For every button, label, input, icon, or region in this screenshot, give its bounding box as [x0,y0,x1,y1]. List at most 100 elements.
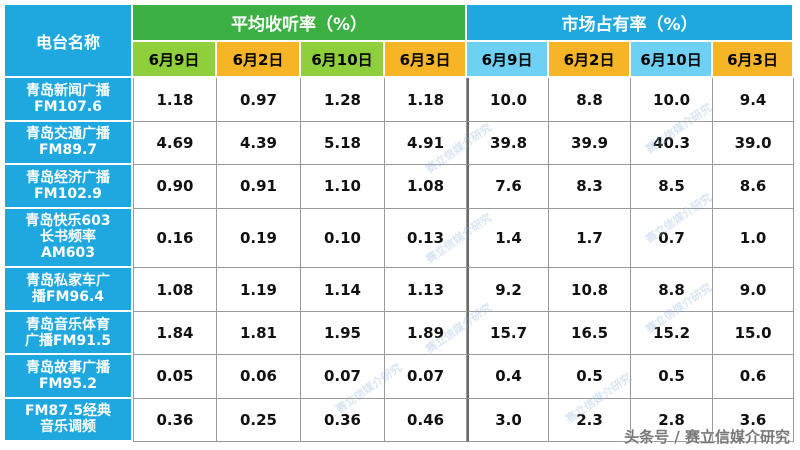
station-name-cell: 青岛私家车广 播FM96.4 [5,268,133,312]
station-name-line: 播FM96.4 [31,289,105,306]
market-share-cell: 15.2 [631,311,714,356]
market-share-cell: 0.5 [549,355,632,399]
avg-rating-cell: 1.19 [217,268,301,312]
market-share-cell: 8.8 [631,268,714,312]
market-share-cell: 1.0 [713,208,795,269]
avg-rating-cell: 1.84 [133,311,217,356]
station-name-cell: FM87.5经典 音乐调频 [5,398,133,442]
market-share-group-header: 市场占有率（%） [467,5,795,43]
avg-rating-cell: 1.18 [133,78,217,122]
market-share-cell: 40.3 [631,121,714,166]
station-name-line: AM603 [41,245,95,262]
station-name-line: 广播FM91.5 [24,332,112,349]
station-name-line: 青岛新闻广播 [26,83,110,100]
avg-rating-cell: 1.95 [301,311,385,356]
market-share-cell: 3.6 [713,398,795,442]
avg-rating-cell: 0.97 [217,78,301,122]
station-name-line: 青岛交通广播 [26,126,110,143]
market-share-cell: 0.5 [631,355,714,399]
market-share-cell: 39.0 [713,121,795,166]
market-share-cell: 10.0 [631,78,714,122]
avg-rating-cell: 1.28 [301,78,385,122]
station-name-cell: 青岛新闻广播 FM107.6 [5,78,133,122]
share-date-header: 6月9日 [467,42,550,79]
avg-rating-cell: 1.18 [385,78,468,122]
market-share-cell: 0.4 [467,355,550,399]
market-share-cell: 2.3 [549,398,632,442]
ratings-table: 电台名称 平均收听率（%） 市场占有率（%） 6月9日 6月2日 6月10日 6… [5,5,795,442]
market-share-cell: 15.7 [467,311,550,356]
avg-date-header: 6月9日 [133,42,217,79]
share-date-header: 6月2日 [549,42,632,79]
station-name-line: 音乐调频 [40,419,96,436]
station-name-line: FM87.5经典 [24,403,112,420]
avg-date-header: 6月10日 [301,42,385,79]
station-name-line: 青岛私家车广 [26,273,110,290]
market-share-cell: 0.7 [631,208,714,269]
station-name-cell: 青岛故事广播 FM95.2 [5,355,133,399]
station-name-line: 青岛快乐603 [25,213,111,230]
market-share-cell: 9.4 [713,78,795,122]
avg-rating-cell: 1.81 [217,311,301,356]
avg-rating-cell: 0.07 [301,355,385,399]
avg-rating-cell: 0.25 [217,398,301,442]
avg-rating-cell: 1.08 [385,165,468,209]
avg-rating-cell: 0.19 [217,208,301,269]
market-share-cell: 8.5 [631,165,714,209]
market-share-cell: 8.3 [549,165,632,209]
table-row: FM87.5经典 音乐调频 0.36 0.25 0.36 0.46 3.0 2.3 2.8 3.6 [5,398,795,442]
market-share-cell: 9.2 [467,268,550,312]
station-name-cell: 青岛快乐603 长书频率 AM603 [5,208,133,269]
table-row: 青岛音乐体育 广播FM91.5 1.84 1.81 1.95 1.89 15.7 16.5 15… [5,311,795,356]
station-name-cell: 青岛音乐体育 广播FM91.5 [5,311,133,356]
station-name-line: FM95.2 [38,375,98,392]
market-share-cell: 1.7 [549,208,632,269]
market-share-cell: 39.9 [549,121,632,166]
table-row: 青岛故事广播 FM95.2 0.05 0.06 0.07 0.07 0.4 0.5 0.5 0.6 [5,355,795,399]
avg-rating-cell: 0.91 [217,165,301,209]
market-share-cell: 15.0 [713,311,795,356]
avg-date-header: 6月2日 [217,42,301,79]
market-share-cell: 3.0 [467,398,550,442]
avg-rating-cell: 1.08 [133,268,217,312]
share-date-header: 6月3日 [713,42,795,79]
avg-rating-cell: 1.13 [385,268,468,312]
avg-rating-cell: 0.16 [133,208,217,269]
avg-rating-cell: 1.14 [301,268,385,312]
avg-rating-cell: 1.89 [385,311,468,356]
table-row: 青岛交通广播 FM89.7 4.69 4.39 5.18 4.91 39.8 39.9 40.3… [5,121,795,166]
market-share-cell: 10.8 [549,268,632,312]
station-name-cell: 青岛交通广播 FM89.7 [5,121,133,166]
market-share-cell: 0.6 [713,355,795,399]
avg-rating-cell: 0.13 [385,208,468,269]
avg-rating-cell: 0.36 [301,398,385,442]
avg-rating-cell: 5.18 [301,121,385,166]
market-share-cell: 7.6 [467,165,550,209]
market-share-cell: 2.8 [631,398,714,442]
avg-rating-cell: 0.36 [133,398,217,442]
avg-rating-cell: 0.06 [217,355,301,399]
station-name-line: 青岛音乐体育 [26,316,110,333]
market-share-cell: 8.6 [713,165,795,209]
avg-rating-cell: 0.05 [133,355,217,399]
market-share-cell: 16.5 [549,311,632,356]
station-name-line: FM89.7 [38,142,98,159]
avg-rating-cell: 4.39 [217,121,301,166]
avg-rating-cell: 0.90 [133,165,217,209]
table-row: 青岛新闻广播 FM107.6 1.18 0.97 1.28 1.18 10.0 8.8 10.0… [5,78,795,122]
station-name-cell: 青岛经济广播 FM102.9 [5,165,133,209]
station-name-header: 电台名称 [5,5,133,79]
market-share-cell: 1.4 [467,208,550,269]
market-share-cell: 39.8 [467,121,550,166]
avg-rating-cell: 0.10 [301,208,385,269]
station-name-line: 青岛故事广播 [26,359,110,376]
station-name-line: 长书频率 [40,229,96,246]
market-share-cell: 10.0 [467,78,550,122]
avg-rating-group-header: 平均收听率（%） [133,5,468,43]
footer-watermark: 头条号 / 赛立信媒介研究 [624,428,790,446]
station-name-line: FM102.9 [34,185,102,202]
table-row: 青岛私家车广 播FM96.4 1.08 1.19 1.14 1.13 9.2 10.8 8.8 9… [5,268,795,312]
avg-rating-cell: 1.10 [301,165,385,209]
avg-rating-cell: 4.91 [385,121,468,166]
avg-date-header: 6月3日 [385,42,468,79]
